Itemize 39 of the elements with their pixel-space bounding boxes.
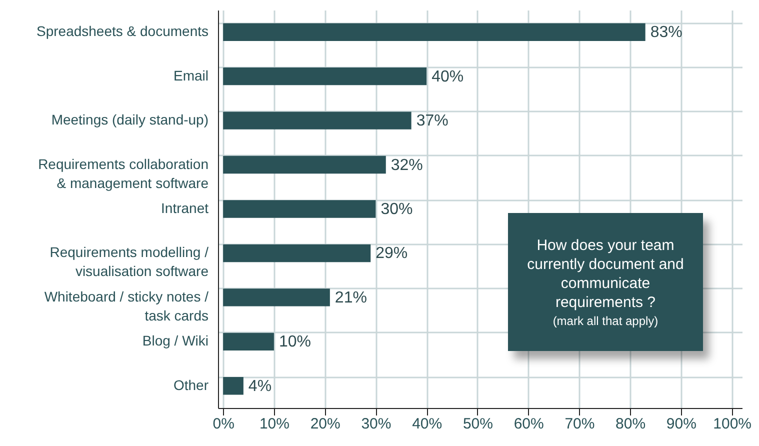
y-tick-label: Whiteboard / sticky notes / task cards: [44, 288, 209, 324]
data-label: 83%: [650, 24, 682, 42]
x-tick-label: 0%: [212, 416, 234, 432]
bar: [223, 288, 330, 306]
x-tick-label: 30%: [361, 416, 392, 432]
bar: [223, 332, 274, 351]
data-label: 21%: [334, 289, 367, 306]
data-label: 29%: [376, 245, 408, 262]
y-tick-label: Email: [173, 67, 208, 84]
data-label: 37%: [416, 112, 448, 130]
data-label: 32%: [390, 156, 423, 174]
y-tick-label: Intranet: [161, 200, 209, 216]
x-tick-label: 80%: [616, 416, 646, 432]
bar: [223, 112, 412, 130]
text-box: How does your team currently document and communicate requirements ? (mark all that apply): [508, 213, 703, 351]
x-tick-label: 40%: [412, 416, 442, 432]
bar: [223, 23, 646, 41]
x-tick-label: 90%: [666, 416, 696, 432]
y-tick-label: Spreadsheets & documents: [36, 23, 208, 40]
x-tick-label: 10%: [259, 416, 290, 432]
bar: [223, 377, 244, 395]
x-tick-label: 50%: [462, 416, 493, 432]
y-tick-label: Requirements modelling / visualisation software: [50, 244, 209, 280]
y-tick-label: Requirements collaboration & management software: [38, 156, 209, 191]
data-label: 4%: [248, 378, 272, 395]
y-tick-label: Blog / Wiki: [142, 332, 208, 349]
data-label: 40%: [432, 68, 464, 86]
bar: [223, 200, 376, 218]
y-tick-label: Meetings (daily stand-up): [51, 112, 208, 128]
bar: [223, 156, 386, 174]
x-tick-label: 70%: [564, 416, 595, 432]
data-label: 10%: [278, 334, 311, 351]
data-label: 30%: [380, 201, 413, 218]
x-tick-label: 60%: [514, 416, 544, 432]
y-tick-label: Other: [173, 376, 209, 393]
bar: [223, 244, 371, 262]
bar: [223, 67, 427, 86]
x-tick-label: 100%: [713, 416, 752, 432]
x-tick-label: 20%: [310, 416, 340, 432]
